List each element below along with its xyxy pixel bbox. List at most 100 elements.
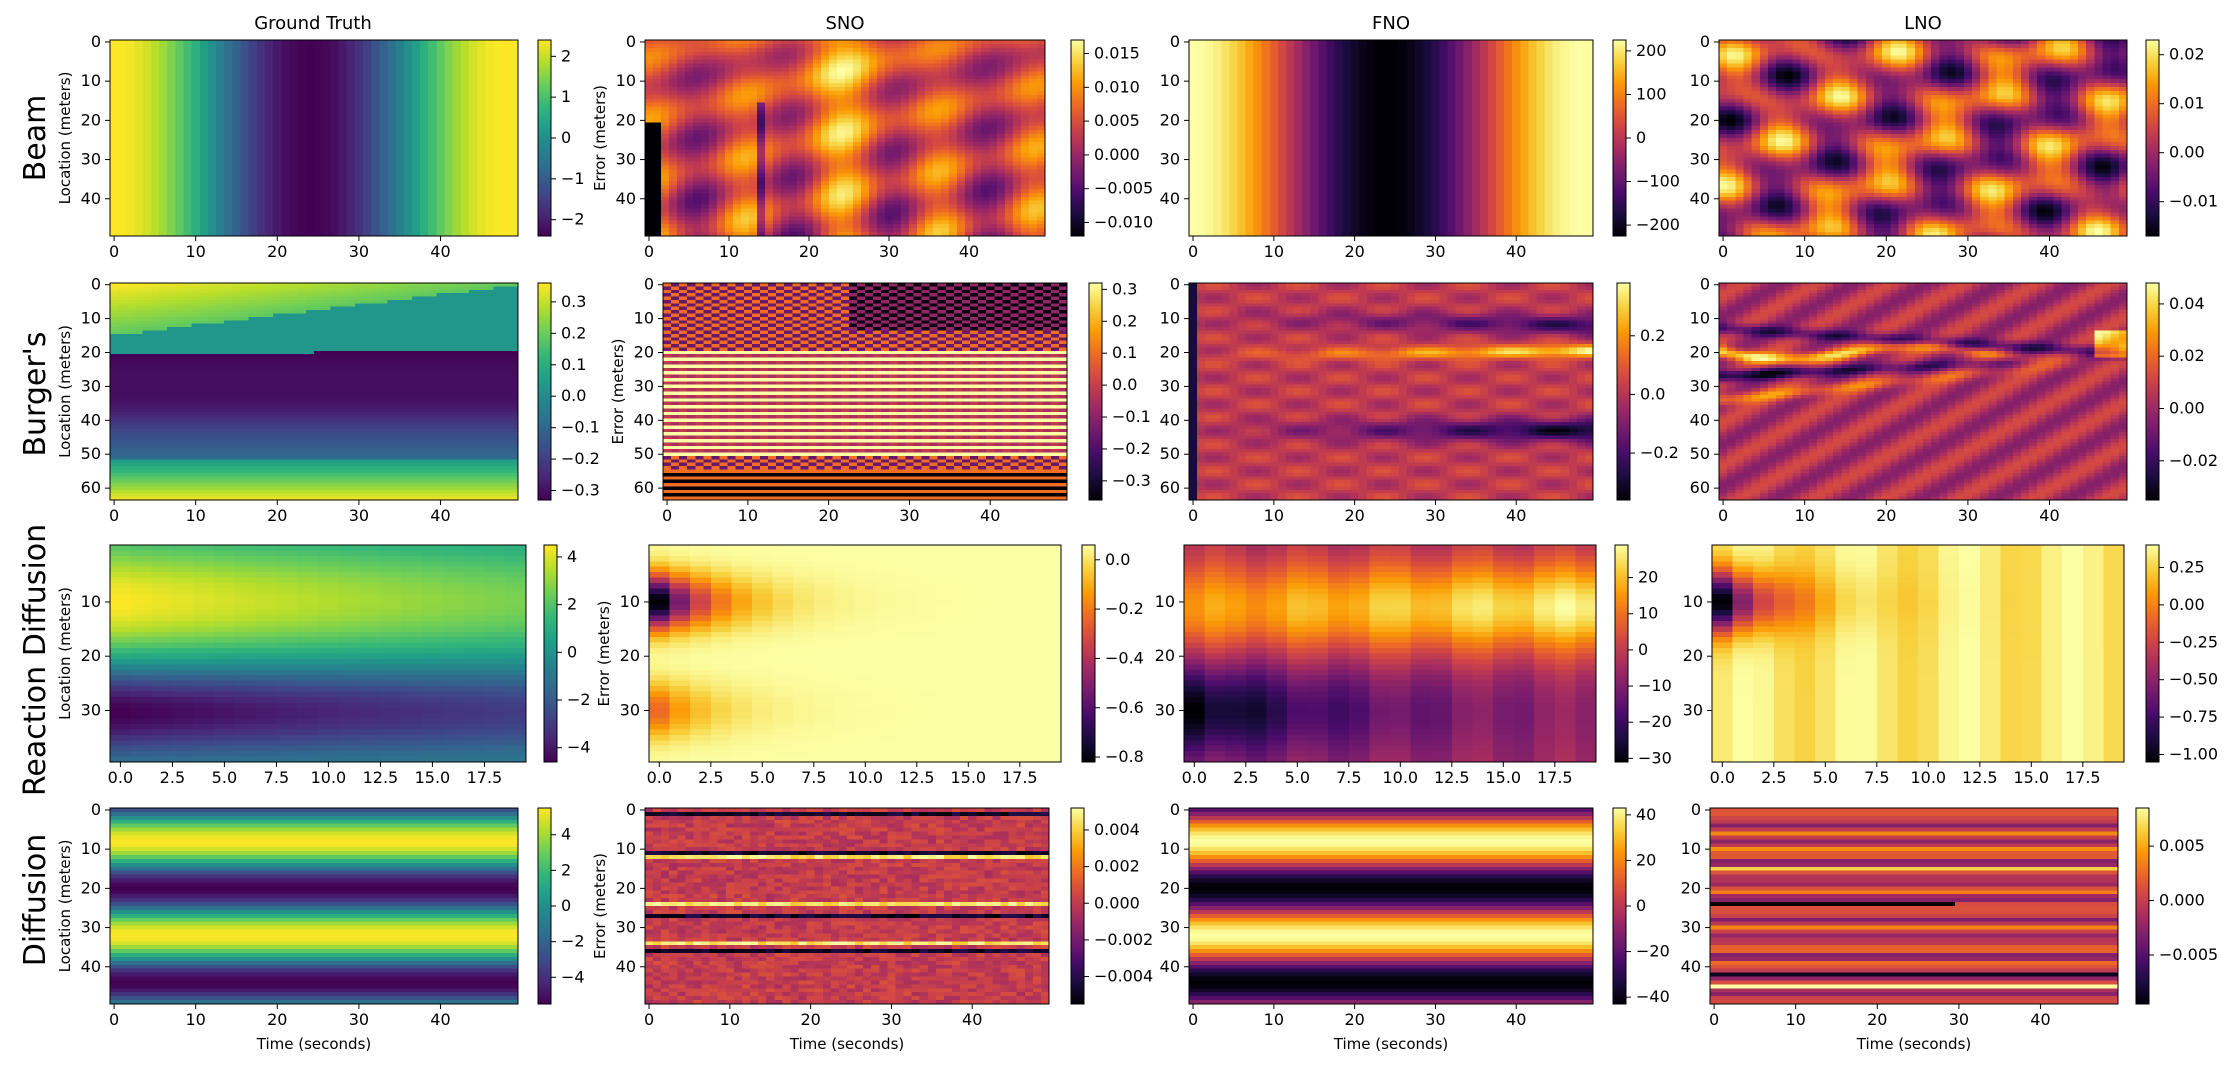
heatmap-image [1184,545,1596,762]
colorbar-tick-label: 2 [561,860,571,879]
colorbar-tick-label: 0.00 [2169,398,2205,417]
colorbar-tick-label: −0.010 [1094,212,1153,231]
panel-beam-sno: 0 10 20 30 40 0 10 20 30 40 Error (meters) 0.015 0.0… [591,32,1153,261]
y-tick-label: 20 [634,343,654,362]
x-tick-label: 30 [899,506,919,525]
y-tick-label: 50 [634,444,654,463]
y-tick-label: 20 [1690,110,1710,129]
x-tick-label: 20 [1344,1010,1364,1029]
y-tick-label: 60 [634,478,654,497]
y-tick-label: 30 [1160,150,1180,169]
panel-burgers-lno: 0 10 20 30 40 0 10 20 30 40 50 60 0.04 0.02 0.00 −0.02 [1690,275,2218,525]
colorbar-tick-label: 0 [561,896,571,915]
column-title-fno: FNO [1372,13,1410,34]
colorbar [1070,39,1085,237]
colorbar [1088,282,1103,501]
x-tick-label: 30 [1425,1010,1445,1029]
colorbar-tick-label: 0.005 [1094,111,1140,130]
colorbar [537,807,552,1005]
y-tick-label: 40 [1160,957,1180,976]
x-axis-label: Time (seconds) [1333,1035,1449,1053]
y-tick-label: 40 [1681,957,1701,976]
colorbar-tick-label: 0.2 [561,323,586,342]
y-tick-label: 40 [1690,410,1710,429]
y-tick-label: 10 [1681,839,1701,858]
colorbar-tick-label: 4 [567,547,577,566]
y-tick-label: 30 [81,700,101,719]
colorbar [1081,544,1096,763]
y-tick-label: 10 [1160,71,1180,90]
y-tick-label: 10 [1690,309,1710,328]
x-tick-label: 15.0 [1485,768,1521,787]
x-tick-label: 0.0 [1182,768,1207,787]
y-tick-label: 10 [1155,592,1175,611]
y-axis-label: Location (meters) [56,840,74,973]
y-tick-label: 60 [81,478,101,497]
colorbar-tick-label: 0.2 [1112,311,1137,330]
x-tick-label: 20 [799,242,819,261]
colorbar-tick-label: 0 [567,642,577,661]
x-tick-label: 40 [959,242,979,261]
y-tick-label: 40 [616,189,636,208]
panel-beam-fno: 0 10 20 30 40 0 10 20 30 40 200 100 0 −100 −200 [1160,32,1680,261]
colorbar-tick-label: 0.015 [1094,44,1140,63]
x-tick-label: 2.5 [1761,768,1786,787]
y-tick-label: 20 [81,646,101,665]
x-tick-label: 40 [430,242,450,261]
colorbar-tick-label: 0.005 [2159,836,2205,855]
colorbar-tick-label: −1.00 [2169,745,2218,764]
x-tick-label: 10 [1795,506,1815,525]
x-tick-label: 40 [1506,506,1526,525]
heatmap-image [1712,545,2124,762]
x-tick-label: 17.5 [2065,768,2101,787]
colorbar-tick-label: 0.1 [1112,343,1137,362]
x-tick-label: 5.0 [1813,768,1838,787]
x-tick-label: 30 [881,1010,901,1029]
x-tick-label: 10 [720,1010,740,1029]
y-tick-label: 30 [1681,918,1701,937]
y-tick-label: 40 [81,189,101,208]
axes-frame [648,544,1062,763]
heatmap-image [1189,808,1593,1004]
panel-burgers-fno: 0 10 20 30 40 0 10 20 30 40 50 60 0.2 0.0 −0.2 [1160,275,1679,525]
x-tick-label: 10 [1264,506,1284,525]
y-tick-label: 20 [620,646,640,665]
row-titles: Beam Burger's Reaction Diffusion Diffusi… [18,95,53,967]
y-tick-label: 0 [1700,275,1710,294]
y-tick-label: 30 [1155,700,1175,719]
y-tick-label: 0 [1170,800,1180,819]
x-tick-label: 30 [1425,506,1445,525]
x-tick-label: 30 [349,1010,369,1029]
x-tick-label: 10 [186,1010,206,1029]
colorbar-tick-label: −2 [561,932,585,951]
panel-diffusion-sno: 0 10 20 30 40 0 10 20 30 40 Error (meters) Time (se… [591,800,1153,1053]
x-tick-label: 10 [1795,242,1815,261]
y-tick-label: 0 [1170,32,1180,51]
colorbar-tick-label: 0.0 [1112,375,1137,394]
x-tick-label: 40 [2039,242,2059,261]
x-tick-label: 40 [962,1010,982,1029]
x-tick-label: 10 [1264,242,1284,261]
axes-frame [109,544,527,763]
y-tick-label: 10 [616,71,636,90]
colorbar-tick-label: −0.25 [2169,632,2218,651]
x-axis-label: Time (seconds) [789,1035,905,1053]
colorbar-tick-label: 0.000 [2159,891,2205,910]
heatmap-image [645,808,1049,1004]
x-tick-label: 0 [109,506,119,525]
x-tick-label: 0 [109,1010,119,1029]
colorbar-tick-label: 0 [1636,896,1646,915]
x-tick-label: 12.5 [1962,768,1998,787]
x-tick-label: 30 [349,506,369,525]
x-tick-label: 0.0 [108,768,133,787]
row-title-reaction-diffusion: Reaction Diffusion [18,524,53,796]
x-axis-label: Time (seconds) [256,1035,372,1053]
colorbar-tick-label: −1 [561,169,585,188]
panel-burgers-ground-truth: 0 10 20 30 40 0 10 20 30 40 50 60 Location (meters) 0… [56,275,600,525]
colorbar-tick-label: −100 [1636,172,1680,191]
colorbar-tick-label: 0.002 [1094,857,1140,876]
colorbar-tick-label: −2 [561,210,585,229]
axes-frame [1718,282,2128,501]
colorbar-tick-label: −10 [1638,676,1672,695]
